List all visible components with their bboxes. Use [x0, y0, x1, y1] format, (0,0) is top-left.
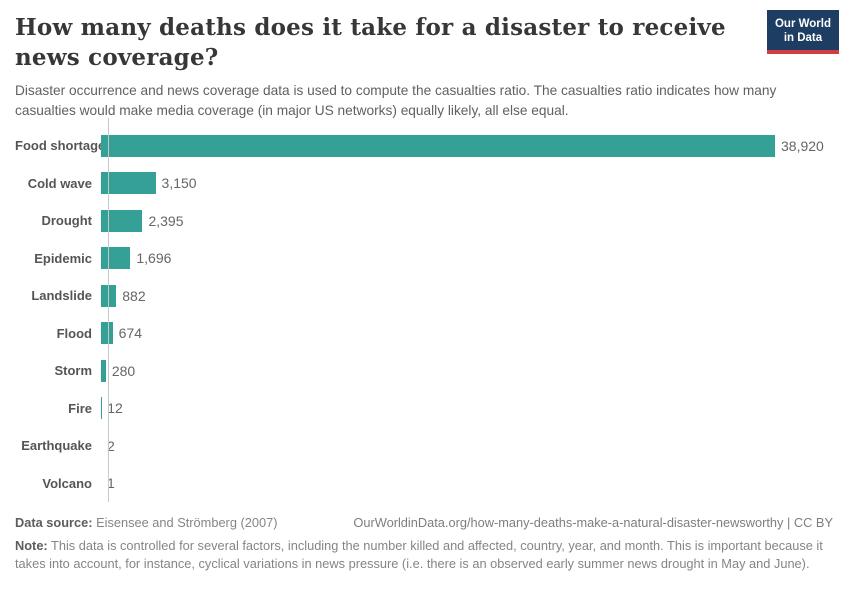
bar[interactable]: [101, 209, 143, 232]
bar-row: Food shortage 38,920: [15, 127, 834, 165]
bar-row: Storm 280: [15, 352, 834, 390]
bar-cell: 882: [100, 277, 834, 315]
footnote-text: This data is controlled for several fact…: [15, 538, 823, 571]
data-source-value: Eisensee and Strömberg (2007): [96, 515, 278, 530]
category-label: Cold wave: [27, 175, 92, 191]
data-source: Data source: Eisensee and Strömberg (200…: [15, 515, 278, 530]
value-label: 882: [122, 287, 146, 304]
value-label: 3,150: [161, 175, 197, 192]
value-label: 12: [107, 400, 123, 417]
value-label: 2,395: [148, 212, 184, 229]
category-label: Food shortage: [15, 138, 106, 154]
bar-row: Flood 674: [15, 315, 834, 353]
bar-chart: Food shortage 38,920 Cold wave 3,150 Drought…: [15, 118, 834, 502]
bar-cell: 1: [100, 465, 834, 503]
chart-header: How many deaths does it take for a disas…: [0, 0, 850, 121]
category-label: Landslide: [31, 288, 92, 304]
owid-logo-line2: in Data: [783, 32, 823, 44]
bar-cell: 674: [100, 315, 834, 353]
bar-cell: 1,696: [100, 240, 834, 278]
chart-subtitle: Disaster occurrence and news coverage da…: [15, 83, 777, 118]
bar[interactable]: [101, 134, 775, 157]
bar-row: Cold wave 3,150: [15, 165, 834, 203]
bar-row: Drought 2,395: [15, 202, 834, 240]
bar-cell: 280: [100, 352, 834, 390]
bar-cell: 3,150: [100, 165, 834, 203]
chart-footer: Data source: Eisensee and Strömberg (200…: [15, 515, 833, 572]
bar-row: Fire 12: [15, 390, 834, 428]
bar[interactable]: [101, 247, 131, 270]
category-label: Drought: [41, 213, 92, 229]
bar-row: Volcano 1: [15, 465, 834, 503]
bar-row: Epidemic 1,696: [15, 240, 834, 278]
bar-row: Landslide 882: [15, 277, 834, 315]
value-label: 674: [118, 325, 143, 342]
bar[interactable]: [101, 172, 156, 195]
bar[interactable]: [101, 359, 106, 382]
bar-chart-rows: Food shortage 38,920 Cold wave 3,150 Drought…: [15, 127, 834, 502]
value-label: 280: [111, 362, 136, 379]
owid-logo-line1: Our World: [774, 18, 831, 30]
category-label: Volcano: [42, 475, 92, 491]
bar[interactable]: [101, 322, 113, 345]
bar-cell: 2,395: [100, 202, 834, 240]
data-source-label: Data source:: [15, 515, 93, 530]
chart-title: How many deaths does it take for a disas…: [15, 14, 726, 71]
value-label: 38,920: [781, 137, 824, 154]
category-label: Earthquake: [21, 438, 92, 454]
y-axis-line: [108, 118, 109, 502]
category-label: Flood: [56, 325, 92, 341]
attribution-link[interactable]: OurWorldinData.org/how-many-deaths-make-…: [353, 515, 833, 530]
footnote: Note: This data is controlled for severa…: [15, 537, 833, 572]
bar-cell: 38,920: [100, 127, 834, 165]
owid-logo[interactable]: Our World in Data: [766, 10, 839, 54]
bar-cell: 2: [100, 427, 834, 465]
source-line: Data source: Eisensee and Strömberg (200…: [15, 515, 833, 530]
bar-row: Earthquake 2: [15, 427, 834, 465]
category-label: Epidemic: [34, 250, 92, 266]
value-label: 2: [107, 437, 115, 454]
category-label: Storm: [54, 363, 92, 379]
bar-cell: 12: [100, 390, 834, 428]
value-label: 1: [107, 475, 115, 492]
category-label: Fire: [68, 400, 92, 416]
value-label: 1,696: [136, 250, 172, 267]
footnote-label: Note:: [15, 538, 48, 553]
